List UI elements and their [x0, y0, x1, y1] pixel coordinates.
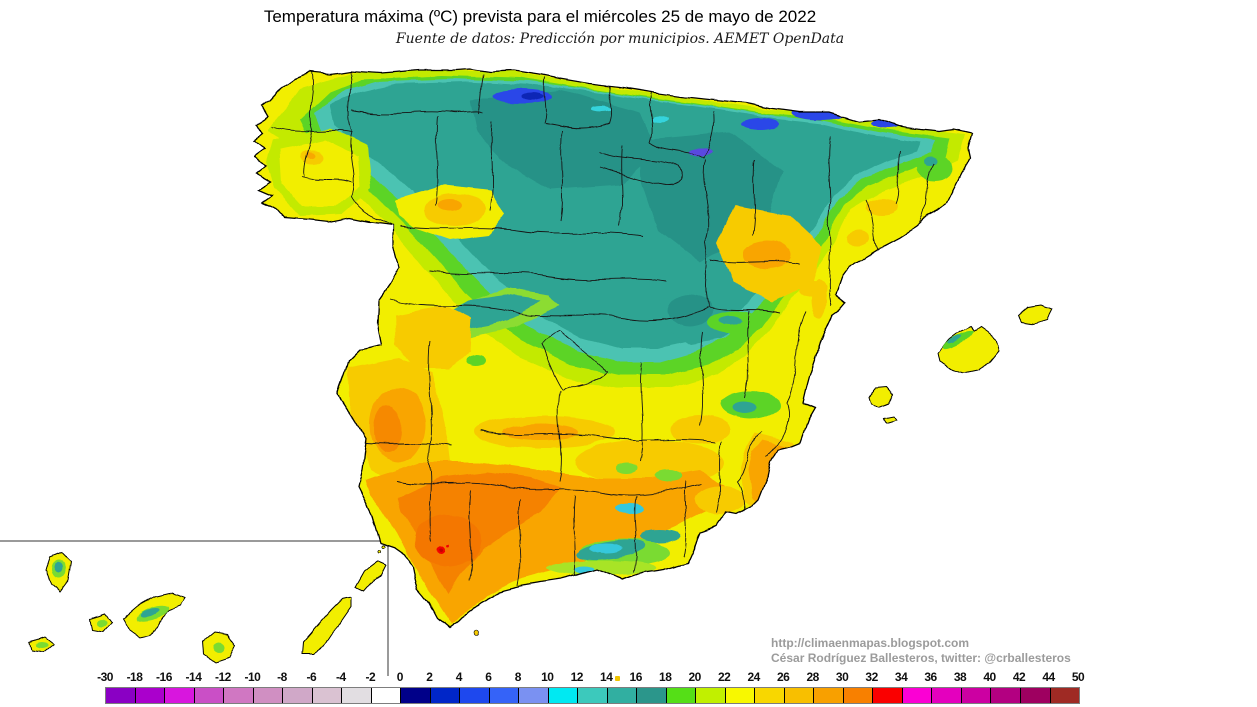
attribution-author: César Rodríguez Ballesteros, twitter: @c…: [771, 651, 1071, 665]
attribution-url: http://climaenmapas.blogspot.com: [771, 636, 970, 650]
colorbar-tick-label: -8: [277, 670, 287, 684]
colorbar-cell: [725, 688, 756, 703]
colorbar-cell: [991, 688, 1021, 703]
colorbar-tick-label: 28: [806, 670, 819, 684]
colorbar-cell: [460, 688, 490, 703]
colorbar-tick-label: -10: [244, 670, 261, 684]
colorbar-cell: [519, 688, 549, 703]
colorbar-tick-label: 12: [570, 670, 584, 684]
colorbar-cell: [283, 688, 313, 703]
attribution: http://climaenmapas.blogspot.com César R…: [771, 636, 1071, 666]
colorbar-cell: [548, 688, 579, 703]
colorbar-cell: [312, 688, 343, 703]
colorbar-tick-label: 24: [747, 670, 760, 684]
colorbar-cell: [607, 688, 638, 703]
colorbar-cell: [755, 688, 785, 703]
colorbar-cell: [784, 688, 815, 703]
colorbar-tick-label: 36: [924, 670, 937, 684]
colorbar-cell: [135, 688, 166, 703]
colorbar-tick-label: 14: [600, 670, 613, 684]
colorbar-tick-label: 6: [485, 670, 492, 684]
colorbar-cell: [961, 688, 992, 703]
colorbar-tick-label: -2: [365, 670, 376, 684]
colorbar-tick-label: 32: [865, 670, 878, 684]
colorbar-tick-label: 42: [1012, 670, 1026, 684]
temperature-colorbar: [105, 687, 1080, 704]
balearic-islands: [868, 305, 1052, 425]
colorbar-cell: [873, 688, 903, 703]
colorbar-cell: [224, 688, 254, 703]
colorbar-cell: [253, 688, 284, 703]
page-title: Temperatura máxima (ºC) prevista para el…: [263, 7, 817, 26]
province-borders: [271, 70, 935, 587]
colorbar-tick-label: 2: [426, 670, 433, 684]
data-source-subtitle: Fuente de datos: Predicción por municipi…: [395, 31, 845, 47]
colorbar-tick-label: 30: [835, 670, 849, 684]
colorbar-cell: [637, 688, 667, 703]
colorbar-cell: [666, 688, 697, 703]
colorbar-cell: [371, 688, 402, 703]
colorbar-cell: [194, 688, 225, 703]
colorbar-cell: [489, 688, 520, 703]
colorbar-tick-label: -14: [185, 670, 202, 684]
colorbar-tick-label: 20: [688, 670, 702, 684]
colorbar-tick-label: 50: [1071, 670, 1085, 684]
colorbar-tick-label: 0: [396, 670, 404, 684]
colorbar-cell: [578, 688, 608, 703]
colorbar-tick-label: 22: [717, 670, 731, 684]
colorbar-cell: [342, 688, 372, 703]
colorbar-tick-label: -18: [126, 670, 143, 684]
iberian-peninsula: [251, 68, 973, 629]
ceuta-dot: [474, 630, 480, 636]
colorbar-tick-label: -4: [336, 670, 346, 684]
canary-islands: [28, 545, 387, 663]
colorbar-tick-label: 34: [894, 670, 908, 684]
colorbar-tick-label: 8: [514, 670, 522, 684]
colorbar-tick-label: 10: [541, 670, 554, 684]
colorbar-cell: [696, 688, 726, 703]
colorbar-tick-label: 44: [1042, 670, 1055, 684]
colorbar-cell: [106, 688, 136, 703]
colorbar-labels: -30 -18 -16 -14 -12 -10 -8 -6 -4 -2 0 2 4 6 8 10 12 14 16 1…: [97, 670, 1085, 684]
colorbar-cell: [165, 688, 195, 703]
colorbar-cell: [1050, 688, 1080, 703]
colorbar-marker-dot: [615, 676, 620, 681]
colorbar-tick-label: 38: [953, 670, 967, 684]
colorbar-cell: [902, 688, 933, 703]
colorbar-cell: [843, 688, 874, 703]
colorbar-tick-label: -6: [306, 670, 317, 684]
colorbar-cell: [401, 688, 431, 703]
colorbar-tick-label: -12: [215, 670, 231, 684]
colorbar-tick-label: 26: [776, 670, 790, 684]
colorbar-cell: [814, 688, 844, 703]
colorbar-tick-label: 4: [455, 670, 463, 684]
colorbar-tick-label: -16: [156, 670, 172, 684]
colorbar-cell: [1020, 688, 1051, 703]
colorbar-tick-label: 18: [659, 670, 672, 684]
colorbar-tick-label: 40: [983, 670, 996, 684]
colorbar-tick-label: 16: [629, 670, 643, 684]
colorbar-cell: [430, 688, 461, 703]
colorbar-tick-label: -30: [97, 670, 113, 684]
colorbar-cell: [932, 688, 962, 703]
